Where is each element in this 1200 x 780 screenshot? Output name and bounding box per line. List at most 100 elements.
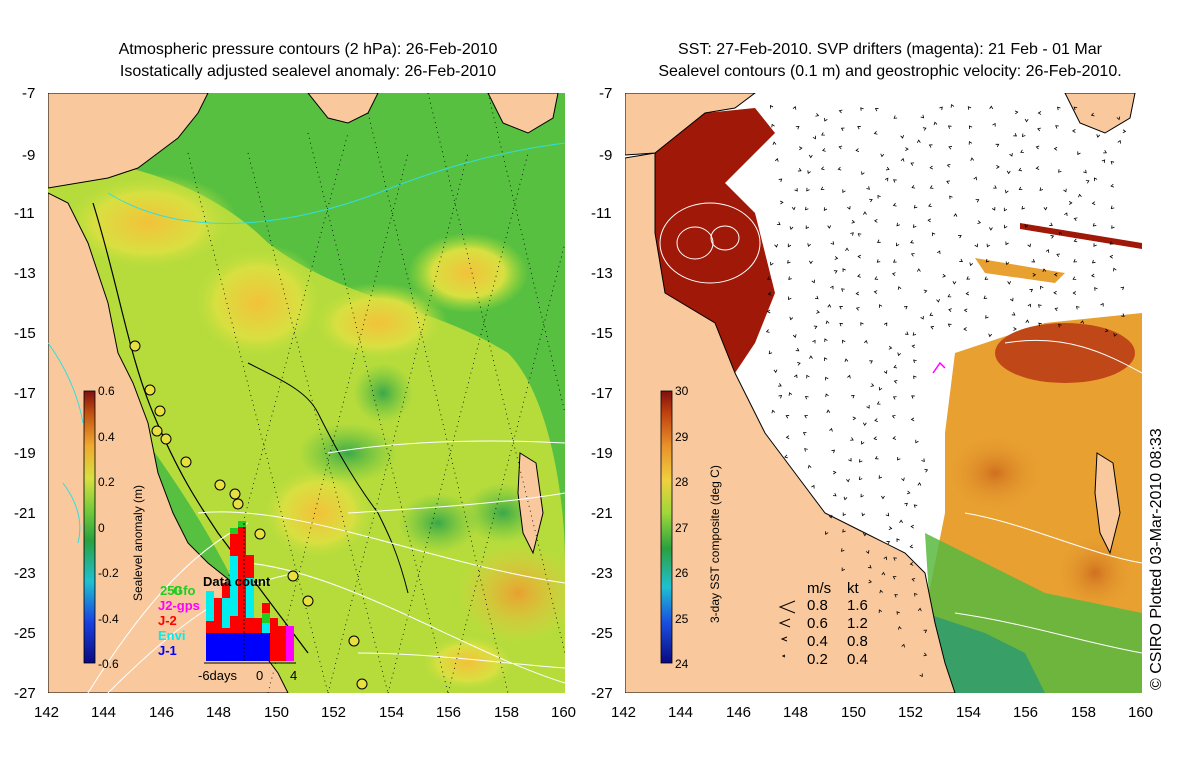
velocity-vector: [984, 276, 989, 280]
velocity-vector: [831, 449, 836, 454]
lat-label: -19: [591, 445, 613, 462]
velocity-vector: [946, 163, 951, 168]
velocity-vector: [985, 315, 989, 319]
velocity-vector: [966, 276, 971, 280]
velocity-vector: [895, 242, 900, 247]
velocity-vector: [1020, 149, 1024, 153]
velocity-vector: [874, 455, 879, 460]
velocity-vector: [1058, 231, 1063, 236]
velocity-vector: [891, 272, 896, 276]
velocity-vector: [1093, 177, 1098, 182]
velocity-vector: [866, 186, 870, 190]
velocity-vector: [897, 352, 902, 357]
velocity-vector: [1043, 206, 1048, 211]
tide-gauge-marker[interactable]: [129, 340, 141, 352]
pressure-contour: [48, 342, 84, 424]
legend-j2gps: J2-gps: [158, 598, 200, 613]
sst-warm-streak: [975, 258, 1065, 283]
lon-label: 148: [783, 704, 809, 721]
velocity-vector: [1058, 169, 1062, 173]
tide-gauge-marker[interactable]: [348, 635, 360, 647]
velocity-vector: [913, 359, 917, 364]
velocity-vector: [1011, 312, 1016, 316]
tide-gauge-marker[interactable]: [356, 678, 368, 690]
velocity-vector: [897, 626, 902, 630]
velocity-vector: [823, 207, 828, 211]
velocity-vector: [784, 454, 788, 459]
tide-gauge-marker[interactable]: [154, 405, 166, 417]
tide-gauge-marker[interactable]: [232, 498, 244, 510]
velocity-vector: [911, 395, 915, 399]
velocity-vector: [861, 512, 866, 517]
sla-colorbar-tick: 0.2: [98, 475, 115, 489]
velocity-vector: [845, 247, 849, 251]
tide-gauge-marker[interactable]: [302, 595, 314, 607]
velocity-vector: [922, 127, 927, 131]
velocity-legend-kt: 0.4: [847, 651, 868, 668]
velocity-vector: [804, 415, 808, 419]
velocity-vector: [778, 383, 782, 387]
velocity-vector: [1039, 187, 1044, 191]
velocity-vector: [855, 291, 860, 296]
australia-land: [625, 152, 956, 693]
lat-label: -15: [14, 325, 36, 342]
velocity-vector: [788, 392, 793, 396]
velocity-legend-ms: 0.4: [807, 633, 828, 650]
velocity-vector: [913, 204, 918, 209]
lat-label: -13: [591, 265, 613, 282]
velocity-vector: [906, 490, 911, 495]
legend-j1: J-1: [158, 643, 177, 658]
velocity-vector: [1117, 139, 1122, 144]
velocity-vector: [876, 401, 881, 405]
velocity-vector: [883, 322, 888, 327]
velocity-vector: [873, 436, 878, 441]
velocity-vector: [1109, 254, 1114, 259]
tide-gauge-marker[interactable]: [254, 528, 266, 540]
tide-gauge-marker[interactable]: [287, 570, 299, 582]
velocity-vector: [996, 165, 1000, 169]
velocity-vector: [1014, 110, 1019, 115]
lon-label: 154: [956, 704, 982, 721]
velocity-vector: [860, 322, 864, 326]
sst-map[interactable]: 30 29 28 27 26 25 24 3-day SST composite…: [625, 93, 1142, 693]
velocity-vector: [893, 179, 897, 183]
velocity-vector: [893, 379, 898, 384]
velocity-vector: [893, 259, 897, 263]
velocity-vector: [1053, 272, 1058, 277]
velocity-vector: [1073, 238, 1078, 243]
velocity-vector: [1078, 193, 1082, 198]
velocity-vector: [873, 290, 878, 294]
tide-gauge-marker[interactable]: [229, 488, 241, 500]
pressure-contour: [62, 482, 81, 544]
velocity-vector: [881, 571, 886, 576]
velocity-vector: [977, 220, 982, 225]
tide-gauge-marker[interactable]: [214, 479, 226, 491]
velocity-vector: [832, 492, 837, 497]
velocity-vector: [804, 395, 809, 400]
tide-gauge-marker[interactable]: [144, 384, 156, 396]
velocity-vector: [1116, 116, 1121, 121]
sst-hotspot: [995, 323, 1135, 383]
velocity-vector: [774, 158, 779, 162]
velocity-vector: [911, 344, 916, 349]
tide-gauge-marker[interactable]: [180, 456, 192, 468]
velocity-vector: [826, 409, 831, 414]
velocity-vector: [794, 188, 798, 192]
lon-label: 150: [841, 704, 867, 721]
velocity-vector: [992, 122, 996, 127]
tide-gauge-marker[interactable]: [160, 433, 172, 445]
lat-label: -17: [591, 385, 613, 402]
velocity-vector: [983, 295, 988, 299]
velocity-vector: [959, 258, 963, 263]
velocity-vector: [844, 358, 849, 362]
velocity-vector: [860, 493, 864, 498]
pressure-contour: [357, 652, 565, 669]
tide-gauges: [129, 340, 368, 690]
sla-colorbar-label: Sealevel anomaly (m): [131, 484, 145, 601]
velocity-vector: [919, 673, 923, 678]
tide-gauge-marker[interactable]: [151, 425, 163, 437]
velocity-vector: [883, 556, 887, 561]
lat-label: -21: [14, 505, 36, 522]
sealevel-anomaly-map[interactable]: 0.6 0.4 0.2 0 -0.2 -0.4 -0.6 Sealevel an…: [48, 93, 565, 693]
velocity-vector: [870, 383, 875, 387]
